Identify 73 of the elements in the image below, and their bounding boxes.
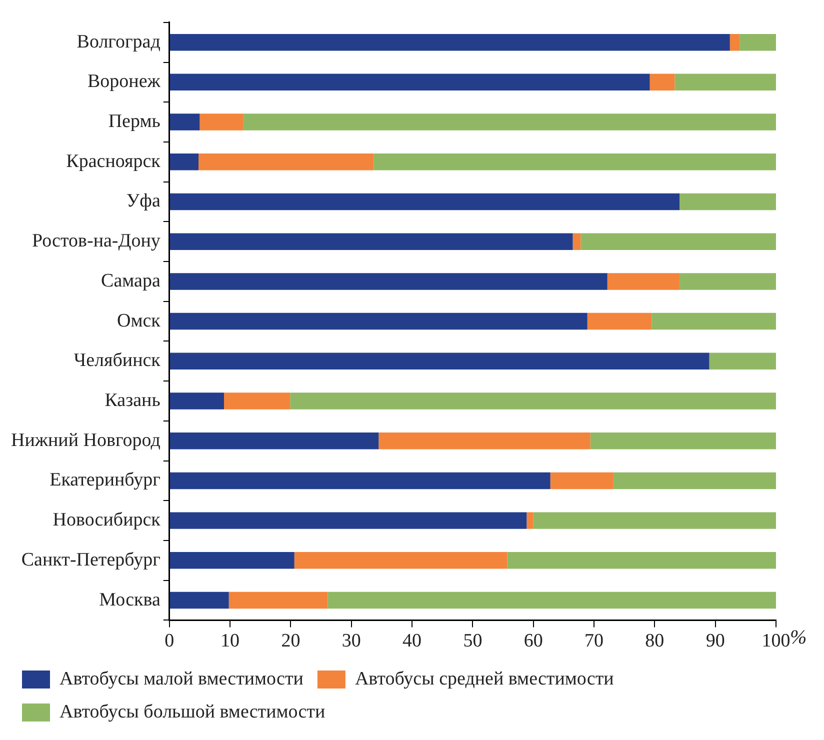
y-tick-label: Новосибирск [52, 510, 162, 531]
bar [243, 114, 776, 130]
y-tick-label: Пермь [108, 111, 161, 132]
y-tick-label: Екатеринбург [50, 470, 161, 491]
legend-label: Автобусы большой вместимости [60, 701, 326, 722]
bar [613, 472, 776, 490]
legend-label: Автобусы малой вместимости [60, 668, 304, 690]
bar [170, 512, 527, 529]
y-tick-label: Москва [99, 589, 161, 610]
x-tick-label: 90 [706, 630, 725, 652]
y-tick-label: Уфа [126, 190, 161, 212]
bar [328, 592, 776, 609]
bar [674, 74, 776, 91]
x-tick-label: 30 [342, 630, 361, 652]
bar [580, 233, 776, 250]
bar [740, 34, 776, 51]
bar [680, 273, 776, 290]
y-tick-label: Самара [101, 270, 161, 292]
x-axis-title: % [790, 626, 807, 648]
bar [680, 193, 776, 210]
bar [652, 312, 776, 330]
bar [170, 552, 294, 569]
y-tick-label: Нижний Новгород [10, 430, 161, 451]
y-tick-label: Казань [104, 390, 161, 411]
y-tick-label: Санкт-Петербург [21, 549, 161, 570]
bar [170, 233, 573, 250]
x-tick-label: 60 [524, 630, 543, 652]
bar [170, 352, 710, 370]
bar [730, 34, 740, 51]
bar [170, 432, 379, 450]
bar [294, 552, 508, 569]
bar [533, 512, 776, 529]
bar [170, 392, 224, 410]
bar [170, 114, 200, 130]
x-tick-label: 0 [164, 630, 174, 652]
y-tick-label: Красноярск [66, 150, 162, 172]
x-tick-label: 70 [584, 630, 604, 652]
bar [200, 114, 244, 130]
bar [550, 472, 614, 490]
x-tick-label: 40 [402, 630, 422, 652]
bar [170, 193, 680, 210]
x-tick-label: 50 [463, 630, 482, 652]
legend-label: Автобусы средней вместимости [354, 668, 614, 690]
bar [378, 432, 590, 450]
bar [198, 154, 374, 170]
x-tick-label: 10 [220, 630, 240, 652]
bar [572, 233, 581, 250]
bar [650, 74, 675, 91]
y-tick-label: Омск [116, 310, 162, 332]
y-tick-label: Воронеж [87, 71, 162, 92]
bar [170, 154, 199, 170]
bar [170, 312, 588, 330]
y-tick-label: Челябинск [74, 350, 162, 372]
x-tick-label: 100 [762, 630, 790, 652]
y-tick-label: Ростов-на-Дону [32, 230, 161, 252]
bar [587, 312, 652, 330]
bar [374, 154, 776, 170]
bar [170, 472, 550, 490]
bar [224, 392, 290, 410]
bar [170, 34, 730, 51]
bar [228, 592, 328, 609]
bar [170, 74, 650, 91]
bar [526, 512, 534, 529]
x-tick-label: 20 [281, 630, 300, 652]
x-tick-label: 80 [645, 630, 664, 652]
bar [590, 432, 776, 450]
bar [607, 273, 680, 290]
y-tick-label: Волгоград [76, 31, 161, 52]
bar [709, 352, 776, 370]
bar [170, 273, 608, 290]
bar [170, 592, 229, 609]
bar [290, 392, 776, 410]
bar [507, 552, 776, 569]
